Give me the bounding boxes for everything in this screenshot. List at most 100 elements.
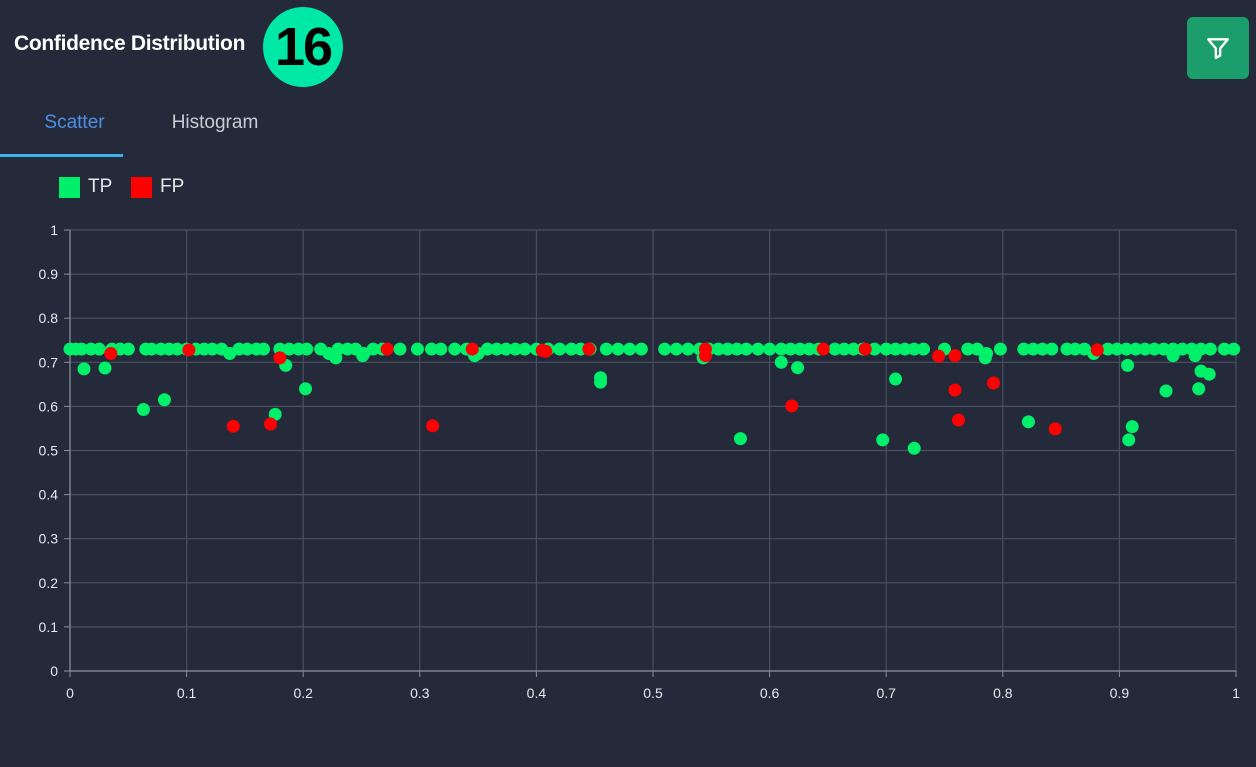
legend-swatch-tp — [59, 176, 80, 198]
point-fp — [932, 349, 946, 363]
y-tick-label: 0.6 — [39, 398, 59, 414]
tab-scatter[interactable]: Scatter — [44, 112, 105, 133]
y-tick-label: 0.8 — [39, 310, 59, 326]
point-tp — [730, 342, 744, 356]
point-tp — [1035, 342, 1049, 356]
point-fp — [380, 342, 394, 356]
point-tp — [1068, 342, 1082, 356]
point-tp — [75, 342, 89, 356]
legend-item-tp[interactable]: TP — [59, 176, 112, 198]
legend-label-tp: TP — [88, 176, 113, 197]
point-tp — [1227, 342, 1241, 356]
point-tp — [490, 342, 504, 356]
x-tick-label: 1 — [1232, 685, 1240, 701]
point-tp — [300, 342, 314, 356]
point-tp — [553, 342, 567, 356]
point-fp — [816, 342, 830, 356]
y-tick-label: 0.1 — [39, 619, 59, 635]
legend-item-fp[interactable]: FP — [131, 176, 184, 198]
x-tick-label: 0.3 — [410, 685, 430, 701]
point-tp — [1110, 342, 1124, 356]
point-tp — [1217, 342, 1231, 356]
point-tp — [763, 342, 777, 356]
tab-histogram[interactable]: Histogram — [171, 112, 259, 133]
y-tick-label: 0.3 — [39, 531, 59, 547]
point-tp — [711, 342, 725, 356]
point-fp — [104, 346, 118, 360]
point-tp — [145, 342, 159, 356]
page-title: Confidence Distribution — [14, 32, 246, 55]
point-tp — [98, 361, 112, 375]
point-tp — [599, 342, 613, 356]
point-tp — [282, 342, 296, 356]
panel-header: Confidence Distribution 16 — [0, 0, 1256, 92]
point-tp — [993, 342, 1007, 356]
point-tp — [268, 407, 282, 421]
point-tp — [733, 432, 747, 446]
point-tp — [1026, 342, 1040, 356]
point-tp — [978, 351, 992, 365]
point-tp — [1121, 358, 1135, 372]
point-fp — [465, 342, 479, 356]
point-fp — [948, 383, 962, 397]
point-tp — [1166, 349, 1180, 363]
point-tp — [876, 433, 890, 447]
point-tp — [623, 342, 637, 356]
point-tp — [1188, 349, 1202, 363]
point-fp — [858, 342, 872, 356]
point-tp — [1129, 342, 1143, 356]
point-fp — [182, 343, 196, 357]
point-fp — [1090, 343, 1104, 357]
point-tp — [1203, 342, 1217, 356]
point-tp — [739, 342, 753, 356]
point-tp — [1159, 384, 1173, 398]
point-fp — [986, 376, 1000, 390]
point-tp — [77, 362, 91, 376]
point-tp — [907, 342, 921, 356]
point-tp — [410, 342, 424, 356]
point-tp — [1045, 342, 1059, 356]
point-fp — [539, 344, 553, 358]
point-tp — [721, 342, 735, 356]
point-tp — [1017, 342, 1031, 356]
point-tp — [508, 342, 522, 356]
x-tick-label: 0.7 — [876, 685, 896, 701]
point-tp — [356, 349, 370, 363]
point-tp — [634, 342, 648, 356]
point-tp — [121, 342, 135, 356]
point-fp — [1048, 422, 1062, 436]
count-badge: 16 — [263, 7, 343, 87]
x-tick-label: 0.8 — [993, 685, 1013, 701]
point-tp — [751, 342, 765, 356]
point-tp — [1125, 420, 1139, 434]
point-tp — [594, 371, 608, 385]
view-tabs: Scatter Histogram — [13, 100, 313, 157]
point-tp — [868, 342, 882, 356]
y-tick-label: 0 — [50, 663, 58, 679]
filter-button[interactable] — [1187, 17, 1249, 79]
point-tp — [257, 342, 271, 356]
y-tick-label: 0.2 — [39, 575, 59, 591]
point-tp — [828, 342, 842, 356]
point-tp — [669, 342, 683, 356]
point-tp — [917, 342, 931, 356]
point-tp — [1147, 342, 1161, 356]
point-tp — [136, 402, 150, 416]
x-tick-label: 0.5 — [643, 685, 663, 701]
point-fp — [948, 349, 962, 363]
y-tick-label: 0.7 — [39, 354, 59, 370]
point-fp — [951, 413, 965, 427]
legend-swatch-fp — [131, 176, 152, 198]
filter-icon — [1207, 38, 1229, 59]
point-tp — [157, 393, 171, 407]
point-tp — [424, 342, 438, 356]
point-tp — [1202, 367, 1216, 381]
active-tab-indicator — [0, 154, 123, 157]
point-tp — [205, 342, 219, 356]
point-tp — [1122, 433, 1136, 447]
point-fp — [273, 351, 287, 365]
point-tp — [92, 342, 106, 356]
y-tick-label: 0.4 — [39, 487, 59, 503]
x-tick-label: 0.4 — [527, 685, 547, 701]
y-tick-label: 1 — [50, 222, 58, 238]
